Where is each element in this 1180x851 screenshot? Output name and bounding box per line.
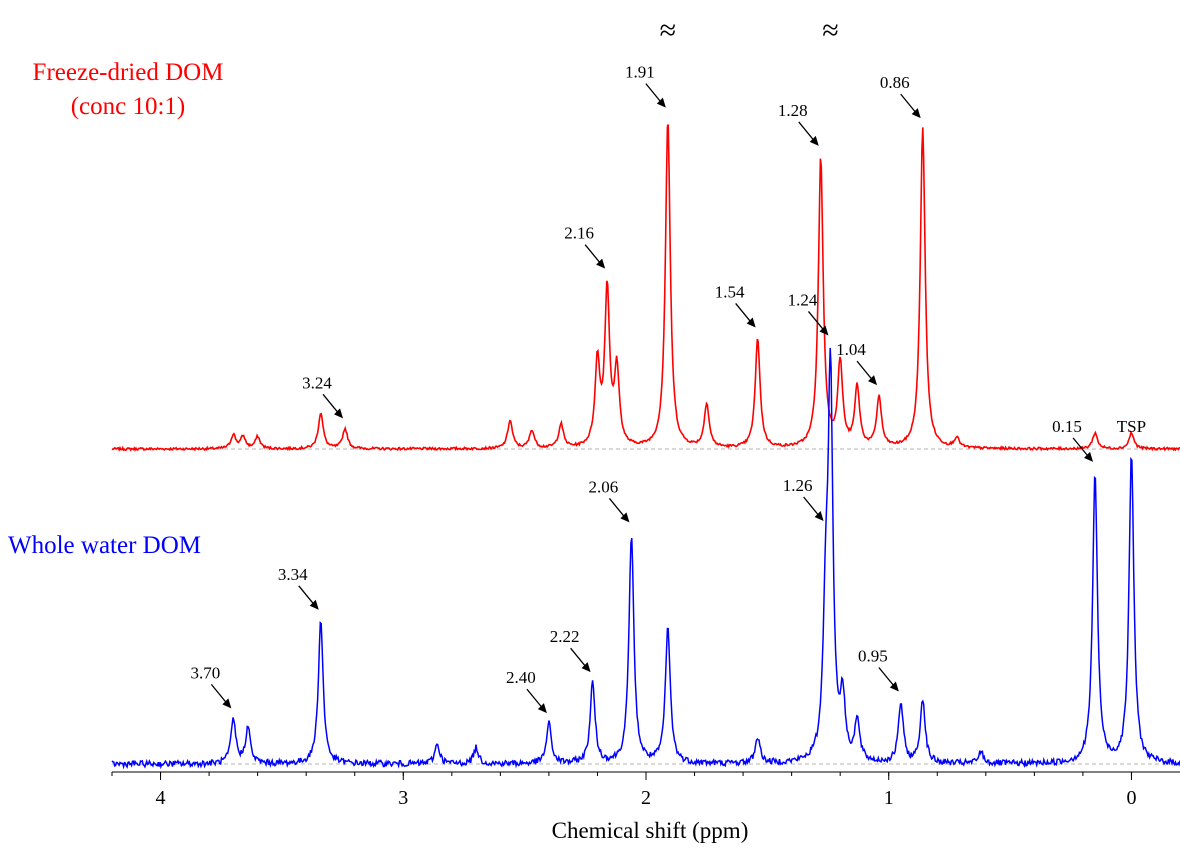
peak-labels: 3.24 2.16 1.91 1.54 1.28 1.04 0.86 3.70 3.34 2.40… — [190, 63, 1146, 714]
break-mark: ≈ — [660, 14, 676, 47]
x-tick-label: 1 — [884, 787, 894, 809]
peak-label: 1.54 — [715, 282, 745, 301]
arrow-head — [911, 108, 921, 119]
peak-label: 0.86 — [880, 73, 910, 92]
arrow-head — [746, 317, 756, 328]
peak-label: TSP — [1117, 417, 1146, 436]
arrow-head — [334, 408, 344, 419]
peak-label: 0.15 — [1052, 417, 1082, 436]
peak-label: 0.95 — [858, 647, 888, 666]
peak-label: 2.16 — [564, 224, 594, 243]
arrow-head — [656, 97, 666, 108]
arrow-head — [868, 375, 878, 386]
peak-label: 2.06 — [589, 477, 619, 496]
series-names: Freeze-dried DOM (conc 10:1) Whole water… — [8, 59, 223, 559]
peak-label: 3.34 — [278, 565, 308, 584]
baselines — [112, 448, 1180, 765]
arrow-head — [889, 681, 899, 692]
x-tick-label: 2 — [641, 787, 651, 809]
arrow-head — [222, 698, 232, 709]
x-tick-label: 0 — [1126, 787, 1136, 809]
x-tick-label: 4 — [156, 787, 166, 809]
peak-label: 1.91 — [625, 63, 655, 82]
break-marks: ≈ ≈ — [660, 14, 839, 47]
arrow-head — [1084, 451, 1094, 462]
peak-label: 1.28 — [778, 101, 808, 120]
trace-whole-water-dom — [111, 347, 1180, 770]
x-tick-label: 3 — [398, 787, 408, 809]
trace-freeze-dried-dom — [111, 124, 1180, 452]
arrow-head — [581, 662, 591, 673]
whole-water-name: Whole water DOM — [8, 532, 201, 559]
x-axis-ticks: 4 3 2 1 0 — [111, 772, 1136, 809]
arrow-head — [309, 599, 319, 610]
arrow-head — [819, 325, 829, 336]
spectrum-traces — [111, 124, 1180, 770]
break-mark: ≈ — [822, 14, 838, 47]
x-axis-label: Chemical shift (ppm) — [552, 818, 749, 843]
arrow-head — [537, 703, 547, 714]
freeze-dried-subtitle: (conc 10:1) — [71, 93, 186, 120]
peak-label: 3.24 — [302, 373, 332, 392]
freeze-dried-name: Freeze-dried DOM — [33, 59, 224, 86]
arrow-head — [596, 258, 606, 269]
peak-label: 2.40 — [506, 668, 536, 687]
peak-label: 3.70 — [190, 663, 220, 682]
arrow-head — [620, 512, 630, 523]
x-axis: 4 3 2 1 0 Chemical shift (ppm) — [111, 771, 1180, 843]
peak-label: 1.26 — [783, 476, 813, 495]
peak-label: 1.24 — [788, 290, 818, 309]
peak-label: 1.04 — [836, 340, 866, 359]
arrow-head — [814, 510, 824, 521]
arrow-head — [809, 135, 819, 146]
peak-label: 2.22 — [550, 627, 580, 646]
